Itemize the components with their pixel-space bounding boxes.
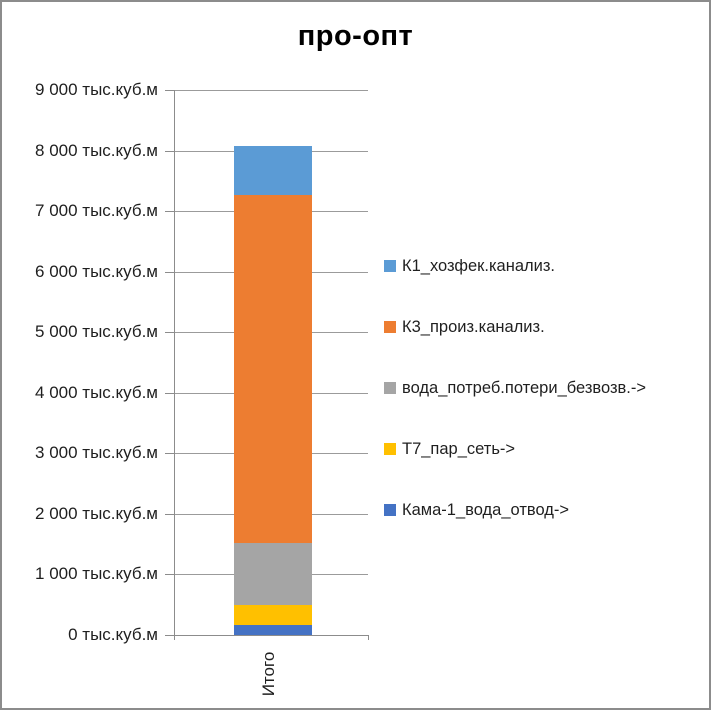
legend-label: Т7_пар_сеть-> <box>402 439 516 458</box>
y-axis-tick-mark <box>165 635 174 636</box>
y-axis-tick-mark <box>165 272 174 273</box>
bar-segment <box>234 625 312 635</box>
legend: К1_хозфек.канализ. К3_произ.канализ. вода_… <box>384 256 646 520</box>
y-tick-label: 6 000 тыс.куб.м <box>35 262 158 281</box>
stacked-bar-itogo <box>234 90 312 635</box>
y-axis-tick-mark <box>165 393 174 394</box>
chart-title: про-опт <box>297 20 414 52</box>
x-axis-tick-right <box>368 635 369 640</box>
x-category-label: Итого <box>259 651 278 697</box>
legend-swatch-icon <box>384 443 396 455</box>
y-axis-tick-mark <box>165 453 174 454</box>
legend-label: К3_произ.канализ. <box>402 317 545 336</box>
gridline <box>174 90 368 91</box>
y-axis-tick-labels: 9 000 тыс.куб.м 8 000 тыс.куб.м 7 000 тыс.… <box>2 2 158 708</box>
plot-area <box>165 90 368 636</box>
x-axis-tick-left <box>174 635 175 640</box>
y-tick-label: 1 000 тыс.куб.м <box>35 564 158 583</box>
legend-item: Т7_пар_сеть-> <box>384 439 646 459</box>
y-tick-label: 5 000 тыс.куб.м <box>35 322 158 341</box>
y-axis-line <box>174 90 175 636</box>
legend-swatch-icon <box>384 321 396 333</box>
legend-swatch-icon <box>384 382 396 394</box>
legend-swatch-icon <box>384 504 396 516</box>
bar-segment <box>234 195 312 543</box>
y-axis-tick-mark <box>165 514 174 515</box>
y-tick-label: 0 тыс.куб.м <box>68 625 158 644</box>
bar-segment <box>234 604 312 626</box>
y-tick-label: 4 000 тыс.куб.м <box>35 383 158 402</box>
legend-label: вода_потреб.потери_безвозв.-> <box>402 378 647 397</box>
y-tick-label: 7 000 тыс.куб.м <box>35 201 158 220</box>
y-axis-tick-mark <box>165 211 174 212</box>
y-axis-tick-mark <box>165 332 174 333</box>
x-axis-line <box>174 635 369 636</box>
legend-label: К1_хозфек.канализ. <box>402 256 555 275</box>
y-axis-tick-mark <box>165 574 174 575</box>
bar-segment <box>234 542 312 605</box>
legend-item: К1_хозфек.канализ. <box>384 256 646 276</box>
y-axis-tick-mark <box>165 90 174 91</box>
y-tick-label: 2 000 тыс.куб.м <box>35 504 158 523</box>
y-tick-label: 8 000 тыс.куб.м <box>35 141 158 160</box>
legend-item: К3_произ.канализ. <box>384 317 646 337</box>
bar-segment <box>234 145 312 196</box>
legend-label: Кама-1_вода_отвод-> <box>402 500 570 519</box>
y-axis-tick-mark <box>165 151 174 152</box>
legend-item: вода_потреб.потери_безвозв.-> <box>384 378 646 398</box>
legend-swatch-icon <box>384 260 396 272</box>
y-tick-label: 3 000 тыс.куб.м <box>35 443 158 462</box>
y-tick-label: 9 000 тыс.куб.м <box>35 80 158 99</box>
legend-item: Кама-1_вода_отвод-> <box>384 500 646 520</box>
